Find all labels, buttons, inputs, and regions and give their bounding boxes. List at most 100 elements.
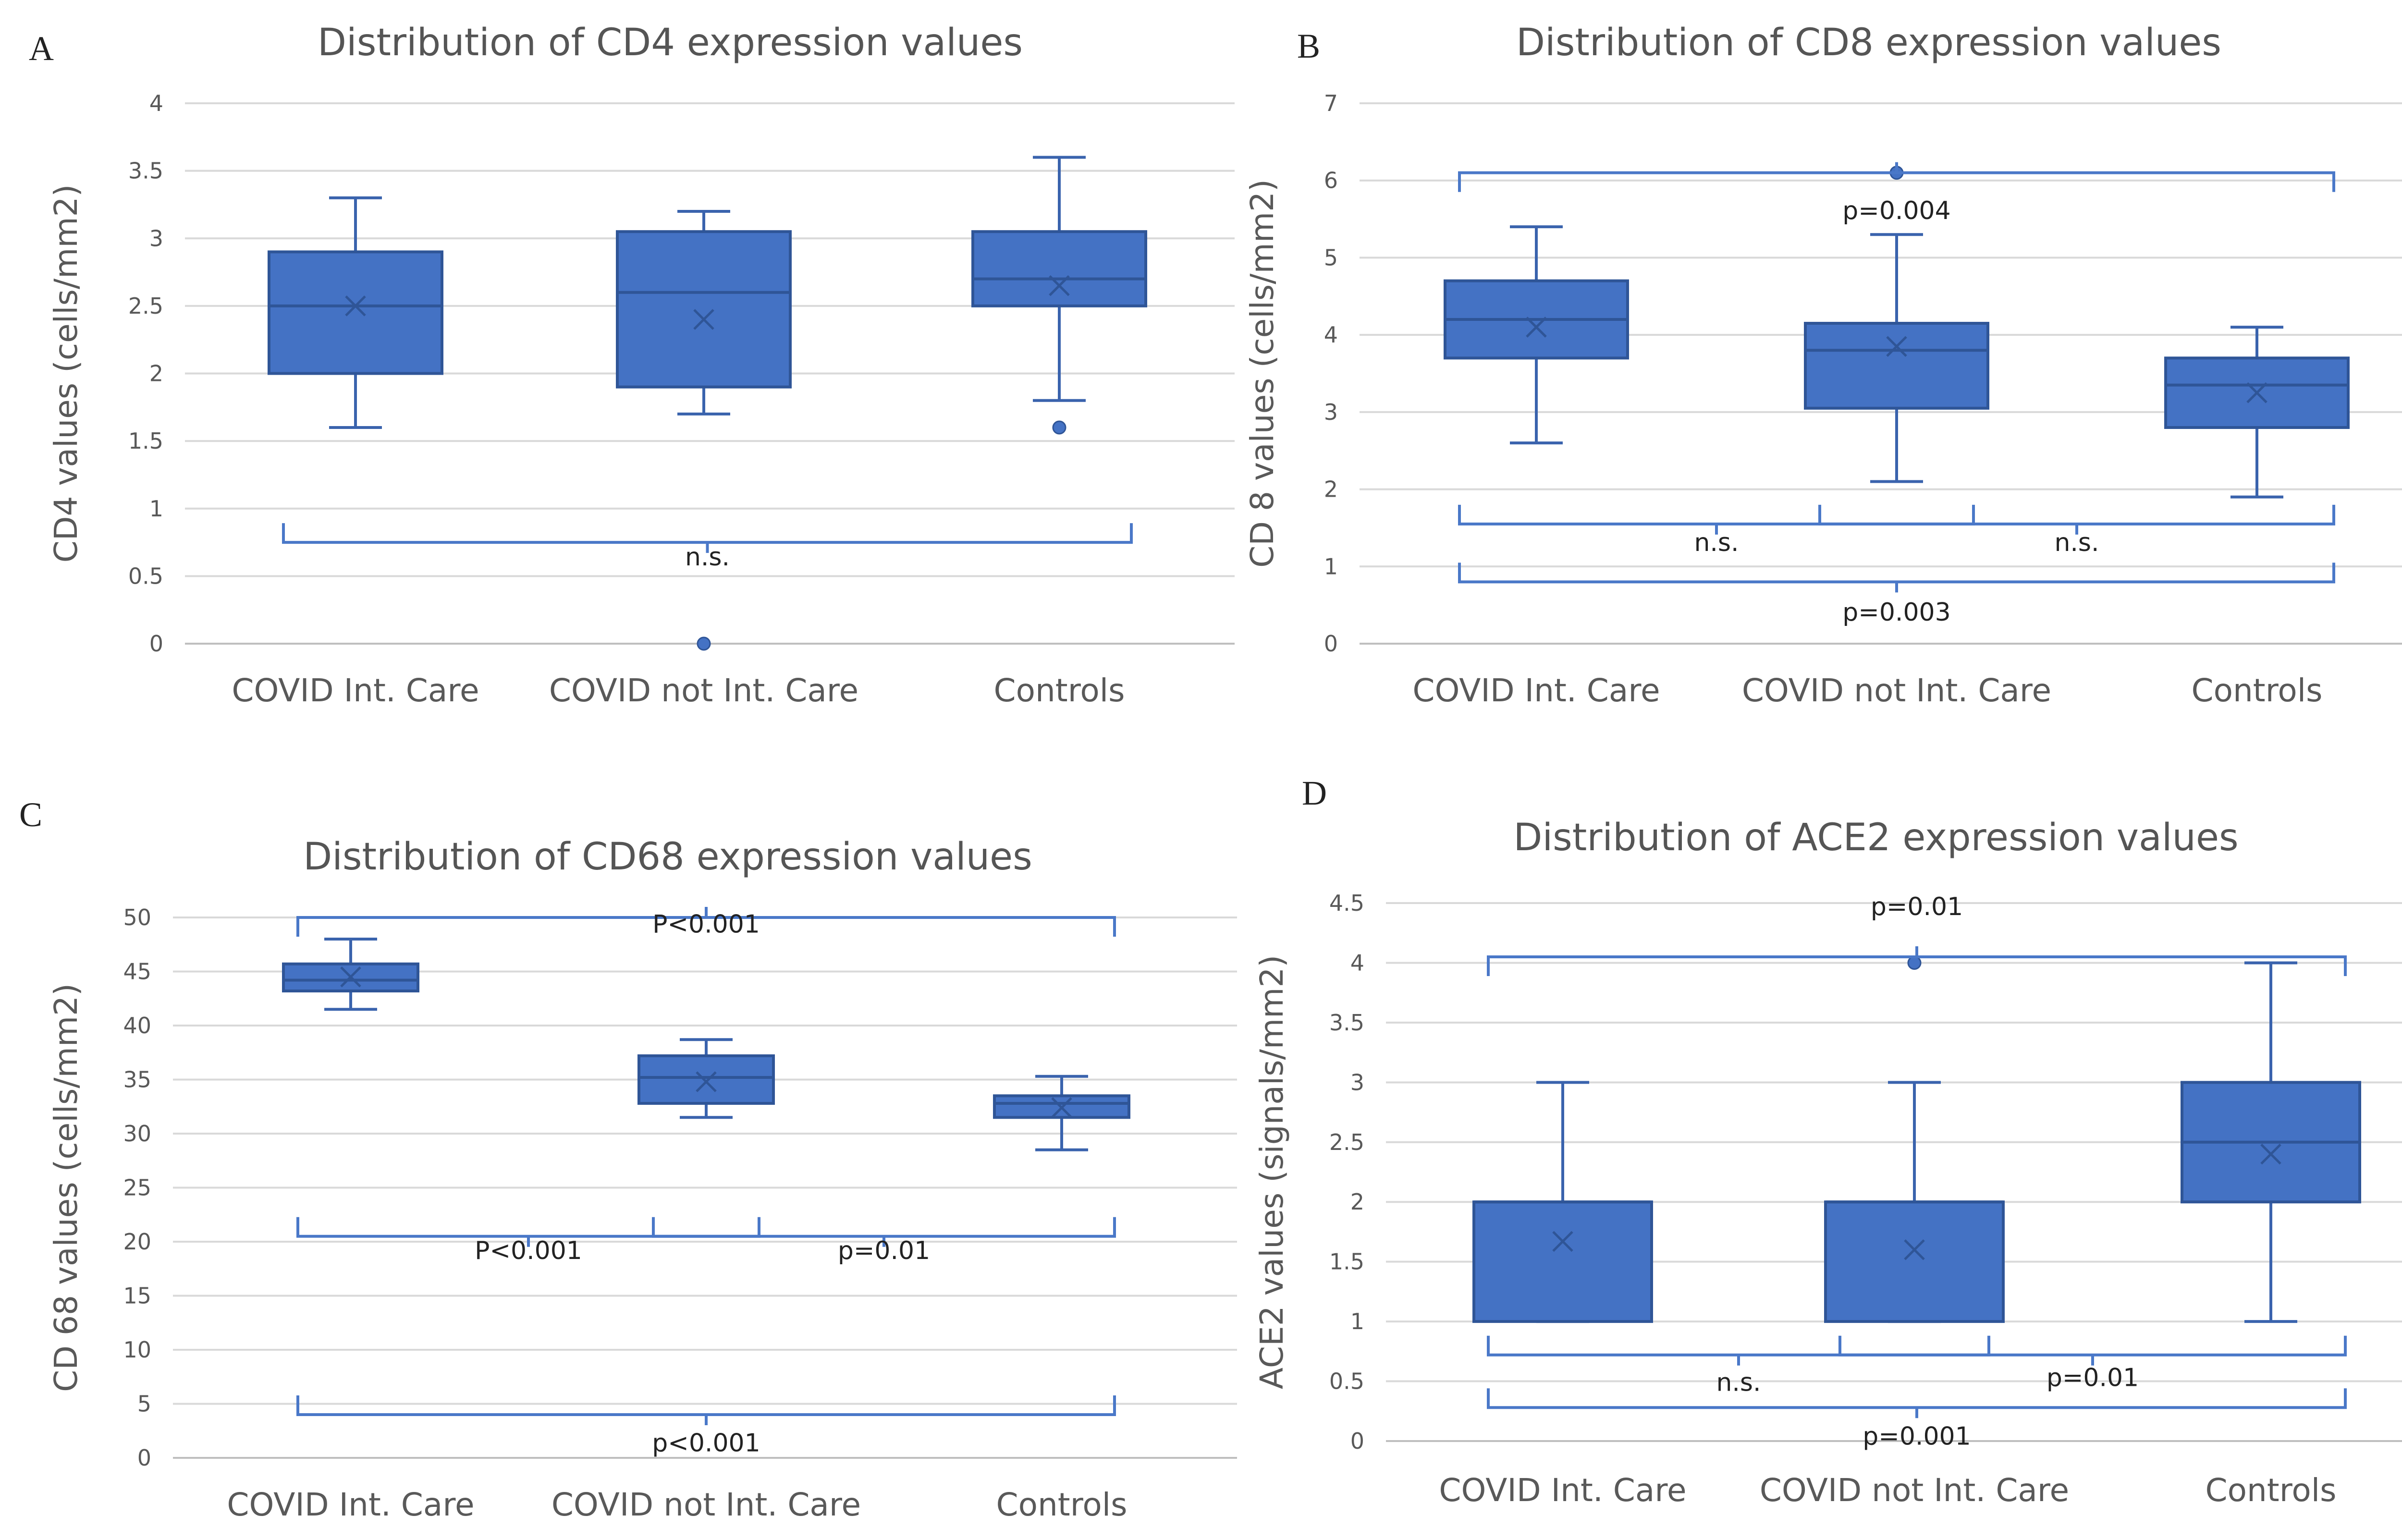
y-tick-label: 4 [149,90,163,116]
iqr-box [1824,1200,2005,1323]
significance-label: p<0.001 [652,1429,760,1458]
y-tick-label: 20 [123,1229,151,1255]
box-plot [1472,1081,1653,1323]
significance-label: n.s. [1716,1368,1761,1397]
significance-label: P<0.001 [652,910,760,939]
y-tick-label: 3.5 [1329,1010,1364,1036]
x-category-label: Controls [2206,1472,2337,1509]
mean-marker [1051,1097,1072,1118]
significance-bracket [1487,1388,2347,1418]
box-plot [1444,225,1629,445]
iqr-box [1804,322,1989,410]
y-axis-label: CD 68 values (cells/mm2) [48,983,85,1392]
significance-bracket [1487,1335,1990,1366]
iqr-box [971,230,1147,307]
iqr-box [1472,1200,1653,1323]
outlier-point [1907,955,1922,970]
significance-bracket [1458,504,1975,535]
x-category-label: COVID not Int. Care [1742,672,2051,709]
y-tick-label: 7 [1324,90,1338,116]
mean-marker [1552,1231,1573,1252]
x-category-label: COVID Int. Care [1439,1472,1686,1509]
y-tick-label: 0 [1324,631,1338,657]
mean-marker [340,966,361,988]
y-tick-label: 30 [123,1121,151,1147]
significance-label: p=0.01 [838,1236,930,1265]
x-category-label: COVID Int. Care [227,1486,474,1523]
significance-label: n.s. [685,543,730,572]
significance-label: P<0.001 [475,1236,582,1265]
x-category-label: Controls [2192,672,2323,709]
y-tick-label: 2 [149,361,163,387]
panel-letter: B [1297,27,1321,65]
chart-title: Distribution of ACE2 expression values [1513,816,2238,859]
panel-letter: A [29,29,54,68]
significance-bracket [282,523,1133,553]
y-tick-label: 1.5 [1329,1249,1364,1275]
y-tick-label: 2 [1324,477,1338,502]
y-tick-label: 1 [149,496,163,522]
y-tick-label: 0.5 [128,563,163,589]
y-tick-label: 40 [123,1013,151,1039]
significance-bracket [296,1217,760,1247]
outlier-point [1052,420,1066,435]
box-plot [637,1038,775,1119]
significance-label: n.s. [2054,528,2099,557]
y-tick-label: 2.5 [128,293,163,319]
significance-label: p=0.01 [1871,892,1963,921]
y-tick-label: 15 [123,1283,151,1309]
mean-marker [1886,336,1907,357]
y-tick-label: 2.5 [1329,1129,1364,1155]
significance-bracket [296,1395,1116,1425]
y-tick-label: 0 [1350,1428,1364,1454]
mean-marker [1049,275,1070,296]
box-plot [1824,955,2005,1323]
significance-label: p=0.001 [1863,1422,1971,1451]
y-axis-label: CD 8 values (cells/mm2) [1244,179,1281,568]
x-category-label: Controls [994,672,1125,709]
y-tick-label: 35 [123,1067,151,1093]
box-plot [971,156,1147,435]
x-category-label: COVID Int. Care [232,672,479,709]
outlier-point [697,636,711,651]
significance-bracket [1838,1335,2347,1366]
significance-bracket [652,1217,1116,1247]
significance-label: p=0.01 [2047,1364,2139,1393]
iqr-box [268,250,443,375]
x-category-label: COVID Int. Care [1412,672,1660,709]
y-tick-label: 1.5 [128,428,163,454]
significance-label: n.s. [1694,528,1739,557]
y-tick-label: 3.5 [128,158,163,184]
mean-marker [2246,382,2267,403]
mean-marker [1904,1239,1925,1260]
y-tick-label: 6 [1324,168,1338,194]
y-tick-label: 0 [137,1445,151,1471]
box-plot [1804,166,1989,483]
mean-marker [2260,1143,2281,1165]
significance-label: p=0.003 [1842,598,1950,627]
y-tick-label: 3 [149,225,163,251]
x-category-label: Controls [996,1486,1127,1523]
y-tick-label: 0.5 [1329,1369,1364,1394]
box-plot [993,1075,1130,1151]
mean-marker [345,295,366,317]
x-category-label: COVID not Int. Care [551,1486,861,1523]
significance-bracket [1487,946,2347,976]
iqr-box [616,230,792,389]
box-plot [268,196,443,429]
significance-bracket [296,907,1116,937]
y-tick-label: 0 [149,631,163,657]
y-tick-label: 4 [1324,322,1338,348]
chart-title: Distribution of CD4 expression values [318,21,1023,64]
y-tick-label: 4 [1350,950,1364,976]
mean-marker [693,309,714,330]
y-tick-label: 2 [1350,1189,1364,1215]
y-tick-label: 5 [137,1391,151,1417]
iqr-box [637,1054,775,1105]
box-plot [616,210,792,651]
y-axis-label: ACE2 values (signals/mm2) [1253,955,1290,1389]
y-tick-label: 1 [1350,1308,1364,1334]
